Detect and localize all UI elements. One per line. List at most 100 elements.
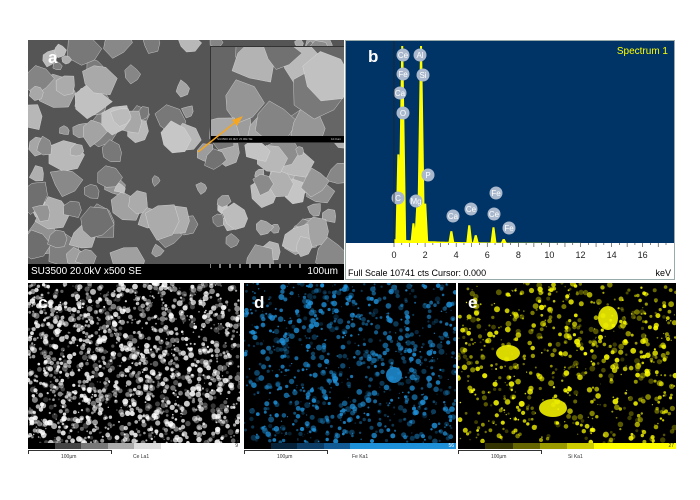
map-pixel [28, 416, 30, 420]
map-pixel [275, 382, 281, 388]
map-pixel [209, 283, 214, 289]
map-pixel [104, 311, 110, 317]
map-pixel [249, 408, 255, 414]
map-pixel [591, 339, 597, 345]
map-pixel [288, 283, 290, 285]
map-pixel [566, 414, 571, 419]
map-pixel [184, 336, 189, 342]
map-pixel [52, 292, 59, 298]
map-pixel [669, 396, 673, 400]
map-pixel [289, 400, 293, 404]
map-pixel [572, 321, 578, 327]
map-pixel [468, 430, 472, 434]
map-pixel [661, 407, 665, 410]
map-pixel [64, 334, 69, 340]
map-pixel [145, 356, 148, 360]
map-pixel [118, 343, 124, 349]
map-pixel [31, 396, 38, 403]
map-pixel [238, 334, 240, 336]
map-pixel [72, 336, 75, 339]
map-pixel [165, 405, 168, 408]
map-pixel [356, 415, 360, 419]
map-pixel [541, 436, 543, 438]
map-pixel [522, 354, 526, 358]
map-pixel [260, 313, 265, 318]
map-pixel [30, 410, 37, 417]
map-pixel [203, 322, 206, 324]
map-pixel [321, 420, 325, 425]
map-pixel [87, 435, 91, 439]
map-pixel [110, 291, 116, 298]
map-pixel [160, 411, 164, 415]
map-pixel [488, 390, 491, 394]
map-pixel [87, 377, 89, 379]
map-pixel [163, 438, 165, 440]
map-pixel [330, 386, 332, 389]
map-pixel [40, 324, 44, 327]
map-pixel [495, 368, 498, 370]
map-pixel [347, 384, 351, 389]
map-pixel [466, 318, 469, 321]
map-pixel [71, 427, 74, 429]
map-footer: 56 100µm Fe Ka1 [244, 443, 456, 463]
map-pixel [178, 287, 181, 289]
map-pixel [86, 306, 93, 312]
map-pixel [544, 319, 547, 322]
map-pixel [142, 413, 146, 416]
map-pixel [31, 342, 34, 345]
map-pixel [470, 367, 476, 373]
map-pixel [310, 318, 316, 324]
map-pixel [238, 391, 240, 394]
map-pixel [95, 303, 100, 308]
x-tick-label: 12 [576, 250, 586, 260]
map-pixel [324, 295, 330, 300]
map-pixel [475, 436, 478, 439]
map-pixel [48, 304, 53, 309]
map-pixel [46, 421, 50, 426]
map-pixel [225, 362, 230, 366]
map-pixel [253, 325, 256, 328]
map-pixel [645, 342, 650, 347]
map-pixel [448, 418, 453, 423]
map-pixel [120, 406, 122, 409]
map-pixel [648, 378, 654, 384]
map-pixel [671, 424, 676, 431]
map-pixel [145, 439, 148, 442]
map-pixel [139, 365, 141, 367]
map-pixel [278, 386, 283, 391]
map-pixel [346, 340, 351, 345]
map-pixel [444, 322, 449, 326]
map-pixel [30, 335, 33, 338]
map-pixel [440, 341, 443, 344]
map-pixel [319, 418, 326, 424]
map-pixel [362, 342, 366, 346]
map-pixel [326, 362, 330, 366]
map-pixel [647, 325, 652, 330]
map-pixel [200, 322, 206, 328]
map-pixel [52, 357, 57, 362]
map-pixel [87, 283, 93, 287]
map-footer: 9 100µm Ce La1 [28, 443, 240, 463]
map-pixel [385, 347, 390, 353]
map-pixel [138, 377, 144, 382]
map-pixel [470, 338, 474, 341]
map-pixel [183, 355, 189, 361]
map-pixel [650, 435, 655, 440]
map-pixel [125, 392, 130, 397]
map-pixel [192, 331, 195, 333]
particle [256, 219, 275, 236]
map-pixel [175, 364, 180, 369]
map-pixel [561, 304, 567, 310]
spectrum-peak [472, 235, 479, 243]
map-pixel [134, 420, 138, 424]
map-pixel [198, 390, 201, 394]
map-pixel [178, 385, 181, 387]
map-pixel [623, 339, 628, 343]
particle [195, 182, 208, 195]
map-pixel [584, 371, 588, 375]
map-pixel [422, 393, 425, 396]
map-pixel [118, 364, 122, 368]
map-pixel [319, 354, 325, 361]
map-pixel [268, 416, 275, 423]
map-pixel [125, 307, 131, 314]
